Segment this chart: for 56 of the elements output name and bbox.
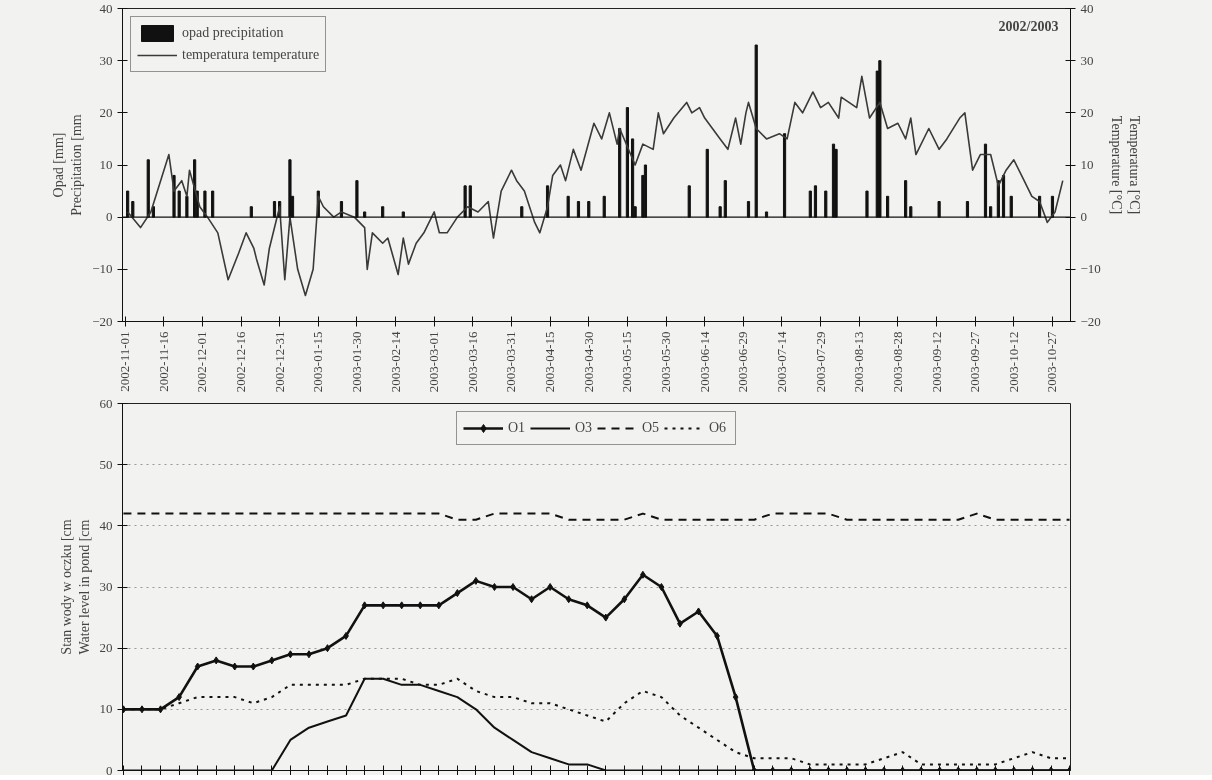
y-tick-label: 50 bbox=[99, 456, 113, 472]
x-tick-label: 2003-05-15 bbox=[619, 331, 635, 393]
y-axis-title: Stan wody w oczku [cm Water level in pond [cm bbox=[58, 519, 92, 655]
legend-label: temperatura temperature bbox=[182, 47, 320, 63]
x-tick-label: 2003-06-29 bbox=[735, 331, 751, 393]
y-tick-label: 30 bbox=[99, 579, 113, 594]
x-tick-label: 2003-02-14 bbox=[387, 331, 403, 393]
x-tick-label: 2003-07-14 bbox=[773, 331, 789, 393]
y2-tick-label: 30 bbox=[1080, 52, 1094, 68]
y-tick-label: 60 bbox=[99, 395, 113, 411]
y2-tick-label: −20 bbox=[1080, 313, 1101, 329]
y-tick-label: 10 bbox=[99, 157, 113, 172]
y2-axis-title: Temperatura [°C] Temperature [°C] bbox=[1108, 115, 1142, 215]
y2-tick-label: 20 bbox=[1080, 104, 1094, 120]
y2-tick-label: 0 bbox=[1080, 209, 1087, 225]
annotation: 2002/2003 bbox=[998, 18, 1059, 34]
y-tick-label: 30 bbox=[99, 52, 113, 68]
y2-tick-label: 40 bbox=[1080, 0, 1094, 16]
x-tick-label: 2003-03-01 bbox=[426, 331, 442, 393]
y-axis-title: Opad [mm] Precipitation [mm bbox=[51, 114, 85, 216]
x-tick-label: 2003-08-28 bbox=[889, 331, 905, 393]
x-tick-label: 2003-10-27 bbox=[1044, 331, 1060, 393]
x-tick-label: 2003-01-15 bbox=[310, 331, 326, 393]
x-tick-label: 2003-08-13 bbox=[851, 331, 867, 393]
y2-tick-label: 10 bbox=[1080, 157, 1094, 172]
x-tick-label: 2003-09-27 bbox=[967, 331, 983, 393]
y-tick-label: 40 bbox=[99, 517, 113, 533]
x-tick-label: 2003-04-30 bbox=[580, 331, 596, 393]
y2-tick-label: −10 bbox=[1080, 261, 1101, 277]
y-tick-label: −10 bbox=[92, 261, 113, 277]
y-tick-label: −20 bbox=[92, 313, 113, 329]
y-tick-label: 20 bbox=[99, 640, 113, 656]
legend-label: opad precipitation bbox=[182, 25, 284, 41]
legend-label: O5 bbox=[642, 420, 661, 436]
y-tick-label: 40 bbox=[99, 0, 113, 16]
x-tick-label: 2003-09-12 bbox=[928, 331, 944, 393]
legend-label: O3 bbox=[575, 420, 594, 436]
y-tick-label: 20 bbox=[99, 104, 113, 120]
x-tick-label: 2002-12-31 bbox=[271, 331, 287, 393]
y-tick-label: 0 bbox=[106, 209, 113, 225]
x-tick-label: 2002-12-16 bbox=[233, 331, 248, 393]
legend-label: O6 bbox=[709, 420, 728, 436]
x-tick-label: 2003-03-16 bbox=[464, 331, 480, 393]
x-tick-label: 2003-05-30 bbox=[658, 331, 674, 393]
x-tick-label: 2002-12-01 bbox=[194, 331, 210, 393]
legend-label: O1 bbox=[508, 420, 527, 436]
x-tick-label: 2002-11-16 bbox=[155, 331, 171, 392]
x-tick-label: 2003-10-12 bbox=[1005, 331, 1021, 393]
x-tick-label: 2003-03-31 bbox=[503, 331, 519, 393]
x-tick-label: 2003-06-14 bbox=[696, 331, 712, 393]
x-tick-label: 2003-01-30 bbox=[348, 331, 364, 393]
y-tick-label: 0 bbox=[106, 762, 113, 778]
y-tick-label: 10 bbox=[99, 701, 113, 717]
x-tick-label: 2002-11-01 bbox=[117, 331, 133, 392]
x-tick-label: 2003-04-15 bbox=[542, 331, 558, 393]
x-tick-label: 2003-07-29 bbox=[812, 331, 828, 393]
